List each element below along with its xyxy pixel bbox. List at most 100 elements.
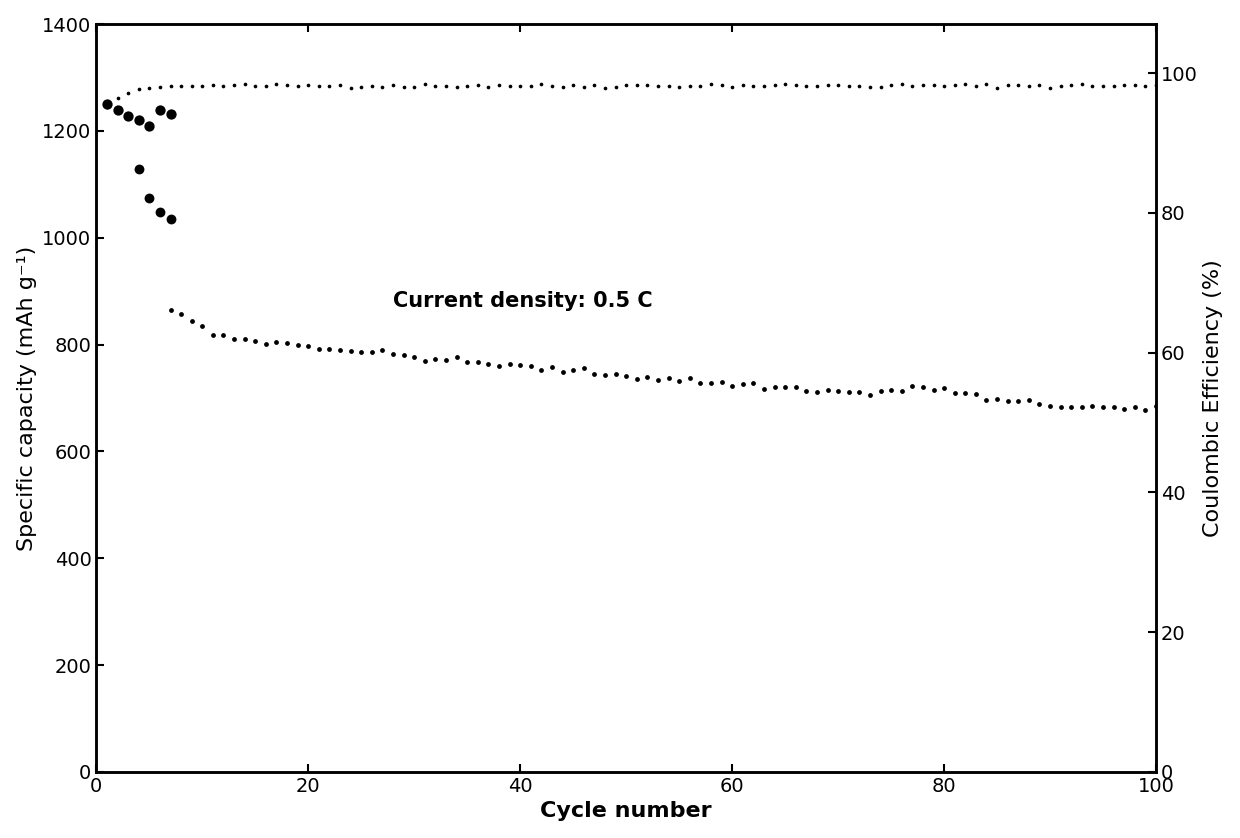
Point [1050,400,1070,413]
Point [765,78,785,91]
Point [987,81,1007,95]
Point [658,80,678,93]
Point [521,360,541,373]
Point [246,334,265,347]
Point [1040,81,1060,95]
Point [372,80,392,93]
Point [701,78,720,91]
Point [246,79,265,92]
Point [1125,79,1145,92]
Point [722,379,742,392]
Point [637,370,657,384]
Point [1083,80,1102,93]
Point [511,359,531,372]
Point [553,80,573,93]
Text: Current density: 0.5 C: Current density: 0.5 C [393,292,652,311]
Point [150,103,170,116]
Point [351,345,371,359]
X-axis label: Cycle number: Cycle number [541,801,712,821]
Point [882,78,901,91]
Point [680,80,699,93]
Point [1071,400,1091,413]
Point [118,85,138,99]
Point [849,385,869,399]
Point [108,103,128,116]
Point [807,385,827,399]
Point [532,77,552,91]
Point [446,80,466,94]
Point [701,376,720,390]
Point [765,380,785,393]
Point [97,101,117,114]
Point [828,78,848,91]
Point [605,368,625,381]
Point [330,79,350,92]
Point [467,79,487,92]
Point [161,303,181,317]
Point [786,380,806,394]
Point [691,376,711,390]
Point [404,80,424,94]
Point [574,362,594,375]
Point [1136,404,1156,417]
Point [267,335,286,349]
Point [1029,79,1049,92]
Point [341,81,361,95]
Point [924,79,944,92]
Point [404,350,424,364]
Point [903,379,923,392]
Point [955,77,975,91]
Point [838,80,858,93]
Point [563,78,583,91]
Point [744,376,764,390]
Point [436,79,456,92]
Point [861,80,880,94]
Point [870,385,890,398]
Point [161,80,181,93]
Point [129,163,149,176]
Point [1061,79,1081,92]
Point [1136,80,1156,93]
Point [966,79,986,92]
Point [129,83,149,96]
Point [1094,80,1114,93]
Point [299,339,319,353]
Point [977,77,997,91]
Point [150,205,170,219]
Point [479,80,498,94]
Point [118,109,138,122]
Point [511,80,531,93]
Point [1008,395,1028,408]
Point [1019,80,1039,93]
Point [658,371,678,385]
Point [563,364,583,377]
Point [945,79,965,92]
Point [521,80,541,93]
Point [278,336,298,349]
Point [796,385,816,398]
Point [775,380,795,394]
Point [267,77,286,91]
Point [299,78,319,91]
Point [309,80,329,93]
Point [479,357,498,370]
Point [1115,78,1135,91]
Point [500,80,520,93]
Point [744,80,764,93]
Point [754,80,774,93]
Point [892,77,911,91]
Point [966,388,986,401]
Point [489,360,508,373]
Point [637,79,657,92]
Point [1008,79,1028,92]
Point [1146,400,1166,413]
Point [213,328,233,342]
Point [234,77,254,91]
Point [394,80,414,93]
Point [987,392,1007,406]
Point [467,355,487,369]
Point [192,319,212,333]
Point [605,80,625,94]
Point [1083,400,1102,413]
Point [584,368,604,381]
